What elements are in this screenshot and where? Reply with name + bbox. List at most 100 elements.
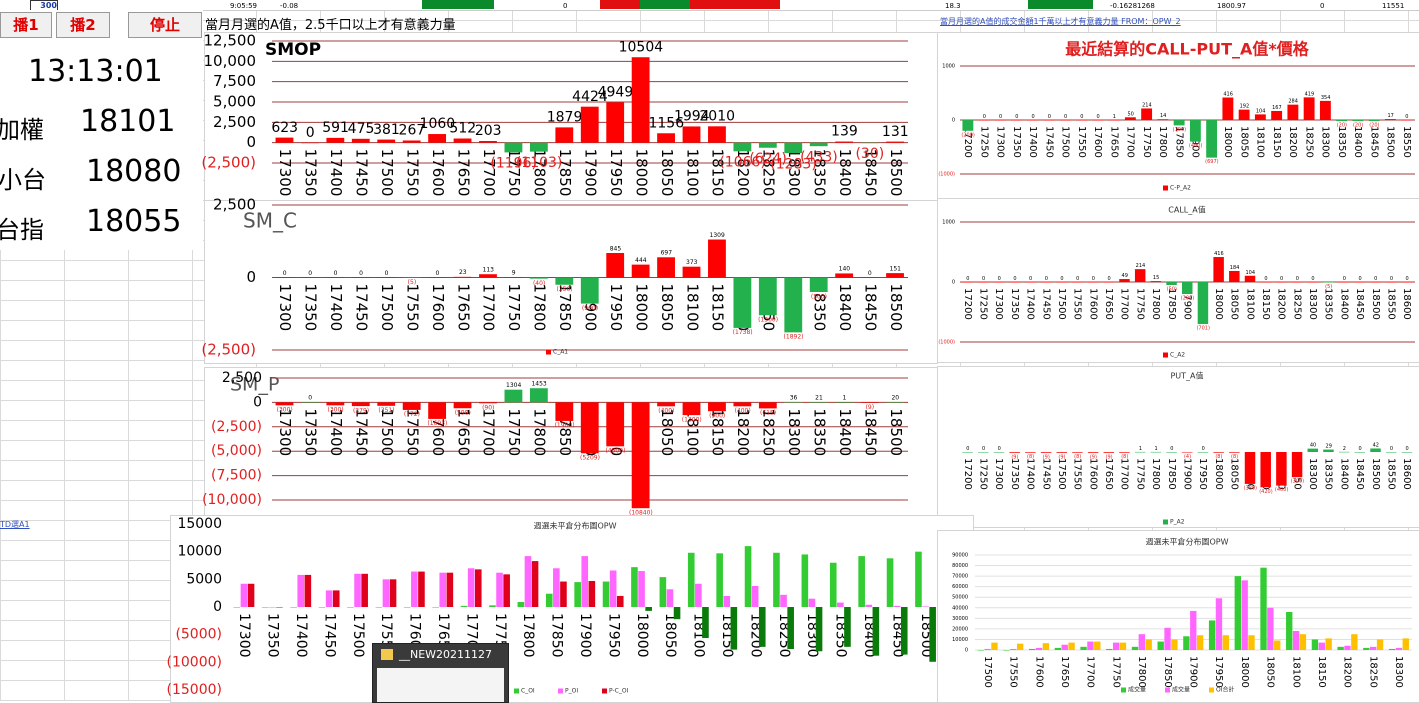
bar	[1229, 270, 1240, 282]
x-tick-label: 18300	[1307, 458, 1318, 490]
y-tick-label: (2,500)	[211, 419, 262, 435]
bar	[1287, 104, 1299, 120]
x-tick-label: 17900	[1188, 656, 1199, 688]
right-header[interactable]: 當月月選的A值的成交金額1千萬以上才有意義力量 FROM：OPW_2	[940, 17, 1181, 26]
bar	[606, 402, 625, 447]
bar	[1009, 452, 1020, 453]
data-label: 416	[1214, 251, 1224, 257]
link[interactable]: TD選A1	[0, 520, 30, 529]
x-tick-label: 17400	[293, 613, 309, 658]
bar	[1166, 282, 1177, 285]
x-tick-label: 17500	[982, 656, 993, 688]
x-tick-label: 17650	[1103, 288, 1114, 320]
data-label: 192	[1240, 104, 1250, 110]
data-label: (1103)	[516, 155, 563, 171]
data-label: (5209)	[580, 455, 600, 462]
x-tick-label: 18000	[634, 613, 650, 658]
bar	[962, 282, 973, 283]
x-tick-label: 18350	[1323, 458, 1334, 490]
bar	[402, 277, 421, 278]
bar	[708, 239, 726, 278]
bar	[858, 556, 865, 607]
left-panel: 播1 播2 停止 13:13:01 加權 18101 週小台 18080 台指 …	[0, 10, 203, 250]
bar	[1061, 644, 1068, 650]
data-label: (701)	[1196, 326, 1209, 332]
data-label: 0	[982, 446, 985, 452]
data-label: (40)	[533, 280, 545, 287]
data-label: (400)	[1275, 487, 1288, 493]
bar	[581, 556, 589, 607]
bar	[702, 607, 709, 638]
bar	[301, 277, 319, 278]
x-tick-label: 18150	[1260, 288, 1271, 320]
x-tick-label: 18600	[1401, 288, 1412, 320]
data-label: 9	[512, 270, 516, 277]
x-tick-label: 17950	[1213, 656, 1224, 688]
y-tick-label: 1000	[942, 220, 955, 226]
chart-title: 最近結算的CALL-PUT_A值*價格	[1065, 40, 1310, 59]
bar	[529, 142, 548, 152]
bar	[631, 57, 650, 143]
bar	[377, 402, 396, 406]
button[interactable]: 播2	[56, 12, 110, 38]
data-label: 21	[815, 394, 823, 401]
x-tick-label: 18150	[1271, 126, 1282, 158]
bar	[616, 595, 624, 607]
bar	[922, 606, 929, 607]
bar	[606, 102, 625, 143]
bar	[1222, 97, 1234, 120]
bar	[517, 602, 525, 607]
bar	[1027, 120, 1039, 121]
taskbar-preview[interactable]: __NEW20211127	[372, 643, 509, 703]
bar	[1106, 648, 1113, 650]
data-label: 419	[1305, 91, 1315, 97]
x-tick-label: 17300	[995, 126, 1006, 158]
bar	[389, 579, 397, 607]
x-tick-label: 17250	[978, 458, 989, 490]
data-label: 0	[1296, 276, 1299, 282]
data-label: 0	[385, 270, 389, 277]
y-tick-label: 15000	[177, 516, 222, 532]
bar	[301, 142, 319, 144]
data-label: (90)	[482, 405, 494, 412]
bar	[428, 134, 447, 143]
button[interactable]: 播1	[0, 12, 52, 38]
bar	[733, 277, 752, 328]
bar	[1276, 452, 1287, 486]
bar	[708, 126, 726, 143]
legend-label: P_A2	[1170, 519, 1185, 526]
x-tick-label: 17700	[1085, 656, 1096, 688]
bar	[1229, 452, 1240, 453]
bar	[531, 561, 539, 607]
window-title: __NEW20211127	[399, 648, 493, 661]
bar	[1303, 97, 1315, 120]
x-tick-label: 18200	[1287, 126, 1298, 158]
bar	[377, 277, 396, 278]
data-label: (10840)	[629, 509, 653, 516]
x-tick-label: 18350	[810, 149, 828, 197]
data-label: 20	[891, 395, 899, 402]
bar	[977, 650, 984, 651]
bar	[580, 277, 599, 304]
bar	[1244, 452, 1256, 484]
bar	[1190, 610, 1197, 650]
x-tick-label: 18300	[1393, 656, 1404, 688]
bar	[733, 142, 752, 152]
bar	[751, 585, 759, 607]
x-tick-label: 17600	[429, 149, 447, 197]
button[interactable]: 停止	[128, 12, 202, 38]
x-tick-label: 17900	[1190, 126, 1201, 158]
x-tick-label: 17300	[236, 613, 252, 658]
x-tick-label: 18300	[785, 149, 803, 197]
chart-title: 週選未平倉分布圖OPW	[533, 521, 616, 531]
bar	[1402, 638, 1409, 650]
bar	[744, 546, 752, 607]
x-tick-label: 17800	[531, 408, 549, 456]
y-tick-label: (10,000)	[202, 492, 262, 508]
x-tick-label: 17450	[353, 149, 371, 197]
x-tick-label: 18600	[1401, 458, 1412, 490]
chart-title: CALL_A值	[1168, 205, 1205, 215]
x-tick-label: 17350	[1011, 126, 1022, 158]
bar	[1042, 643, 1050, 650]
bar	[1054, 647, 1062, 650]
